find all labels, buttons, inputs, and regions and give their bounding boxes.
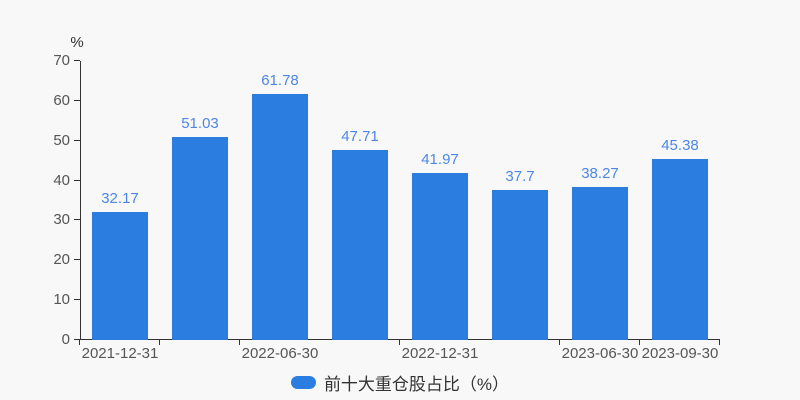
y-axis-tick <box>74 179 80 181</box>
y-axis-tick-label: 70 <box>53 52 70 69</box>
y-axis-tick-label: 40 <box>53 171 70 189</box>
bar-value-label: 47.71 <box>341 127 379 145</box>
y-axis-tick <box>74 299 80 301</box>
y-axis-tick <box>74 259 80 261</box>
bar <box>92 211 148 340</box>
x-axis-tick <box>239 340 240 345</box>
y-axis-tick <box>74 219 80 221</box>
bar-value-label: 41.97 <box>421 150 459 168</box>
x-axis-label: 2023-06-30 <box>561 345 639 362</box>
bar-value-label: 61.78 <box>261 71 299 89</box>
bar-value-label: 37.7 <box>505 167 535 185</box>
bar-value-label: 38.27 <box>581 165 619 183</box>
bar <box>492 189 548 340</box>
y-axis-tick-label: 60 <box>53 91 70 109</box>
bar-value-label: 51.03 <box>181 114 219 132</box>
x-axis-tick <box>399 340 400 345</box>
x-axis-label: 2022-06-30 <box>241 345 319 362</box>
legend-label: 前十大重仓股占比（%） <box>323 374 510 394</box>
x-axis-label: 2023-09-30 <box>641 345 719 362</box>
x-axis-label: 2022-12-31 <box>401 345 479 362</box>
legend-marker <box>290 375 316 389</box>
y-axis-tick-label: 0 <box>61 331 70 348</box>
x-axis-tick <box>559 340 560 345</box>
bar-value-label: 45.38 <box>661 137 699 155</box>
bar <box>652 159 708 340</box>
x-axis-tick <box>159 340 160 345</box>
y-axis-tick <box>74 339 80 340</box>
x-axis-tick <box>79 340 80 345</box>
y-axis-tick <box>74 139 80 141</box>
bar <box>332 149 388 340</box>
bar <box>172 136 228 340</box>
bar <box>572 187 628 340</box>
x-axis-tick <box>639 340 640 345</box>
bar <box>412 172 468 340</box>
bar <box>252 93 308 340</box>
plot-area <box>80 61 720 340</box>
bar-value-label: 32.17 <box>101 189 139 207</box>
y-axis-tick <box>74 60 80 61</box>
x-axis-label: 2021-12-31 <box>81 345 159 362</box>
y-axis-tick-label: 20 <box>53 251 70 269</box>
y-axis-tick-label: 10 <box>53 291 70 309</box>
y-axis-unit-label: % <box>70 34 84 51</box>
y-axis-tick <box>74 99 80 101</box>
x-axis-tick <box>719 340 720 345</box>
y-axis-tick-label: 50 <box>53 131 70 149</box>
legend-item[interactable]: 前十大重仓股占比（%） <box>0 372 800 394</box>
y-axis-tick-label: 30 <box>53 211 70 229</box>
